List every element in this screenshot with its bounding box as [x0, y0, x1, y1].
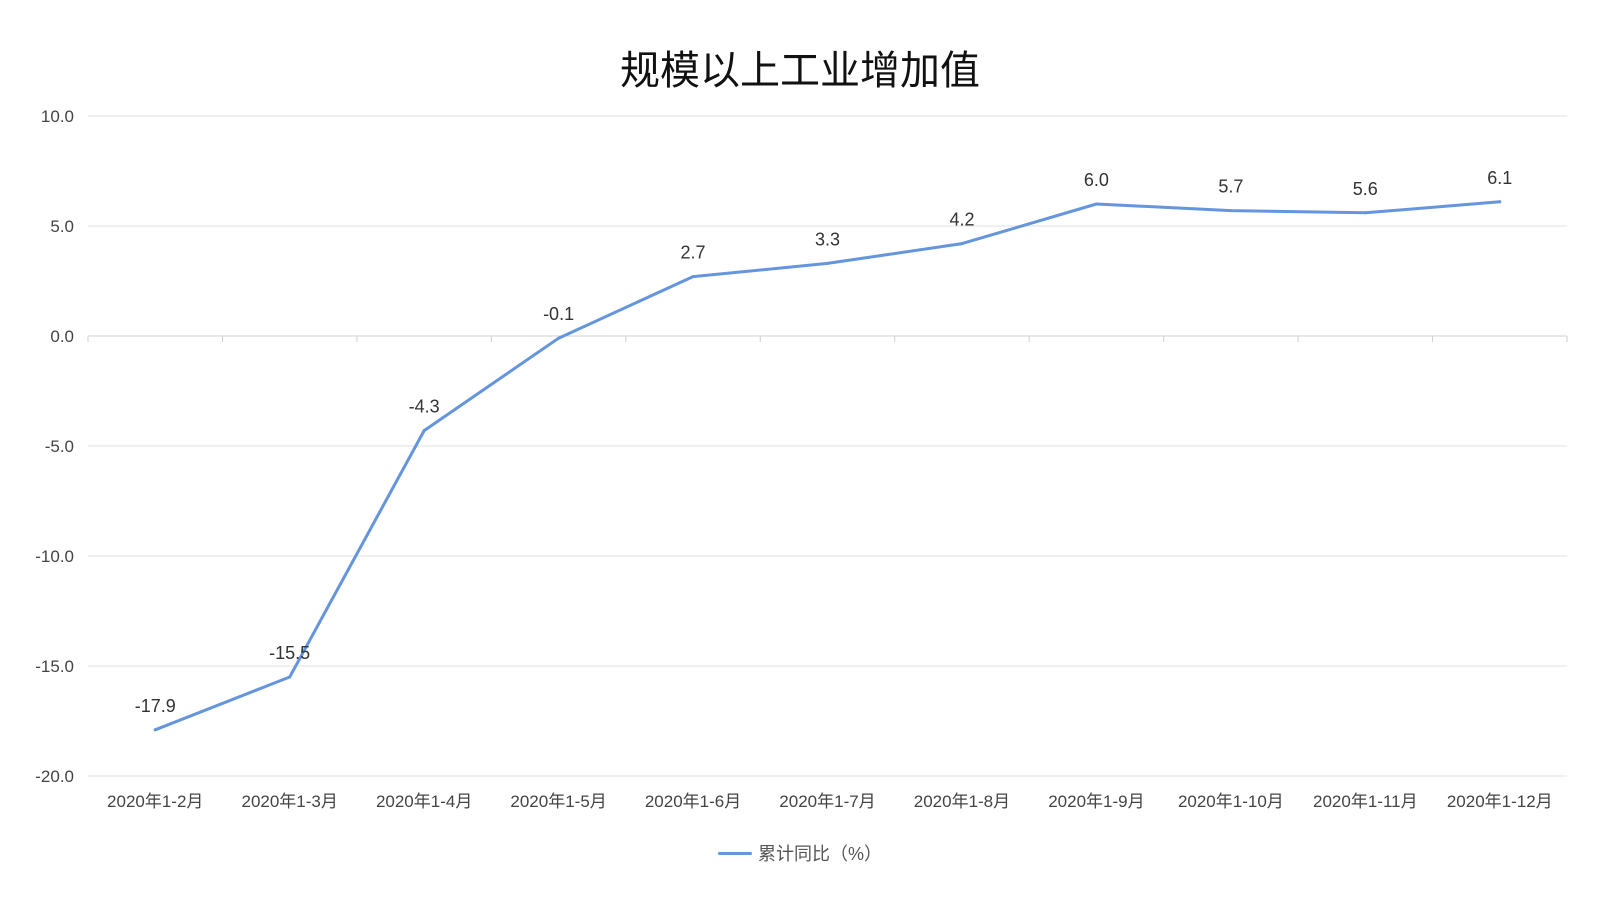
data-point	[153, 728, 157, 732]
x-tick-label: 2020年1-11月	[1313, 792, 1418, 811]
data-point	[1094, 202, 1098, 206]
legend: 累计同比（%）	[0, 840, 1600, 866]
legend-swatch	[717, 851, 752, 855]
chart-title: 规模以上工业增加值	[620, 48, 980, 94]
data-point	[691, 275, 695, 279]
x-tick-label: 2020年1-8月	[914, 792, 1010, 811]
x-tick-label: 2020年1-10月	[1178, 792, 1284, 811]
data-label: 6.0	[1084, 170, 1109, 190]
y-tick-label: -15.0	[35, 657, 74, 676]
series-layer	[153, 200, 1502, 732]
data-point	[557, 336, 561, 340]
y-tick-label: 0.0	[50, 327, 74, 346]
data-point	[288, 675, 292, 679]
x-tick-label: 2020年1-7月	[779, 792, 875, 811]
axis-ticks: 10.0 5.0 0.0 -5.0 -10.0 -15.0 -20.0 2020年1-2月 20…	[35, 107, 1552, 811]
y-tick-label: -20.0	[35, 767, 74, 786]
x-tick-label: 2020年1-2月	[107, 792, 203, 811]
x-tick-label: 2020年1-3月	[241, 792, 337, 811]
x-tick-label: 2020年1-12月	[1447, 792, 1553, 811]
data-point	[960, 242, 964, 246]
series-line	[153, 200, 1502, 732]
legend-label: 累计同比（%）	[757, 844, 882, 864]
data-point	[1498, 200, 1502, 204]
x-tick-label: 2020年1-6月	[645, 792, 741, 811]
y-tick-label: 10.0	[41, 107, 74, 126]
data-label: 4.2	[949, 210, 974, 230]
data-label: 3.3	[815, 229, 840, 249]
data-label: -15.5	[269, 643, 310, 663]
y-tick-label: -5.0	[45, 437, 74, 456]
y-tick-label: -10.0	[35, 547, 74, 566]
x-tick-label: 2020年1-4月	[376, 792, 472, 811]
data-label: 5.7	[1218, 177, 1243, 197]
data-label: 6.1	[1487, 168, 1512, 188]
data-label: -17.9	[135, 696, 176, 716]
grid-lines	[87, 115, 1568, 777]
data-point	[422, 429, 426, 433]
x-tick-label: 2020年1-5月	[510, 792, 606, 811]
data-label: 5.6	[1353, 179, 1378, 199]
data-point	[826, 261, 829, 265]
x-tick-label: 2020年1-9月	[1048, 792, 1144, 811]
data-label: -0.1	[543, 304, 574, 324]
data-point	[1363, 211, 1367, 215]
data-point	[1229, 209, 1233, 213]
y-tick-label: 5.0	[50, 217, 74, 236]
data-label: 2.7	[681, 243, 706, 263]
data-label: -4.3	[409, 397, 440, 417]
data-labels: -17.9 -15.5 -4.3 -0.1 2.7 3.3 4.2 6.0 5.7 5.6 6.1	[135, 168, 1513, 716]
